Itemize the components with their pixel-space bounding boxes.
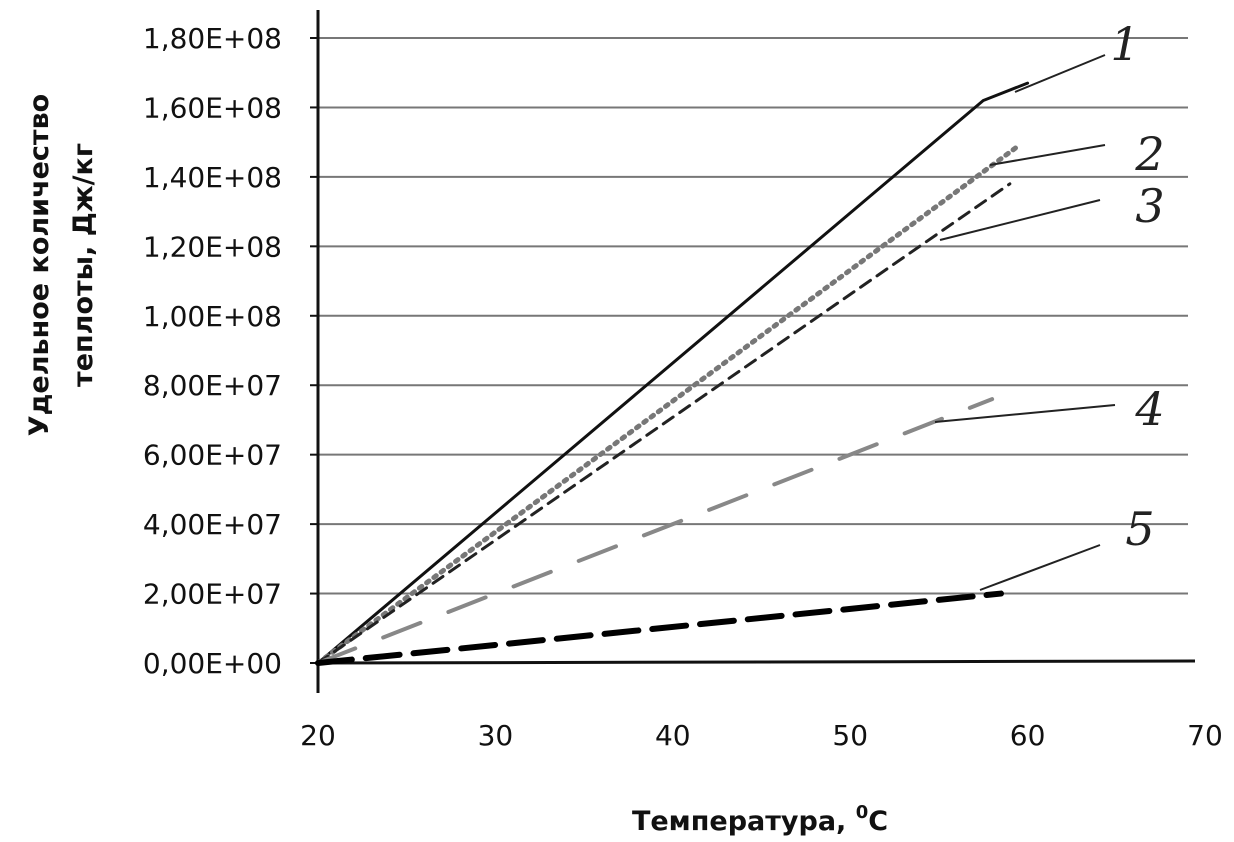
series-1-line xyxy=(316,81,1030,665)
series-2-leader-line xyxy=(989,144,1106,166)
series-2-label: 2 xyxy=(1134,127,1164,181)
y-axis-label-line1: Удельное количество xyxy=(24,94,55,436)
x-tick-label: 50 xyxy=(832,719,868,752)
x-axis-label: Температура, 0C xyxy=(632,802,888,837)
series-4-line xyxy=(316,397,995,665)
series-3-leader-line xyxy=(939,199,1101,241)
x-tick-label: 70 xyxy=(1187,719,1223,752)
y-tick-labels: 0,00E+00 2,00E+07 4,00E+07 6,00E+07 8,00E+07… xyxy=(143,22,282,680)
series-5-line xyxy=(315,590,1004,666)
y-tick-label: 1,20E+08 xyxy=(143,230,282,263)
x-tick-label: 30 xyxy=(478,719,514,752)
series-2-line xyxy=(315,143,1022,666)
y-tick-label: 2,00E+07 xyxy=(143,578,282,611)
y-tick-label: 8,00E+07 xyxy=(143,369,282,402)
series-1-leader-line xyxy=(1014,54,1106,93)
series-5-label: 5 xyxy=(1125,502,1154,556)
series-4-leader-line xyxy=(934,404,1116,423)
x-tick-label: 40 xyxy=(655,719,691,752)
y-tick-label: 1,00E+08 xyxy=(143,300,282,333)
y-tick-label: 1,40E+08 xyxy=(143,161,282,194)
series-1-label: 1 xyxy=(1110,17,1139,71)
y-tick-label: 6,00E+07 xyxy=(143,439,282,472)
series-3-label: 3 xyxy=(1135,179,1164,233)
gridlines xyxy=(318,37,1188,595)
y-tick-label: 0,00E+00 xyxy=(143,647,282,680)
x-axis-line xyxy=(317,659,1196,665)
y-tick-label: 1,80E+08 xyxy=(143,22,282,55)
axes xyxy=(310,10,1196,693)
series-lines xyxy=(315,81,1030,666)
x-tick-label: 60 xyxy=(1010,719,1046,752)
series-5-leader-line xyxy=(979,544,1101,591)
x-tick-label: 20 xyxy=(300,719,336,752)
x-tick-labels: 20 30 40 50 60 70 xyxy=(300,719,1223,752)
y-tick-label: 4,00E+07 xyxy=(143,508,282,541)
y-axis-label-line2: теплоты, Дж/кг xyxy=(68,143,99,387)
y-tick-label: 1,60E+08 xyxy=(143,91,282,124)
series-4-label: 4 xyxy=(1134,382,1164,436)
series-3-line xyxy=(316,182,1012,665)
